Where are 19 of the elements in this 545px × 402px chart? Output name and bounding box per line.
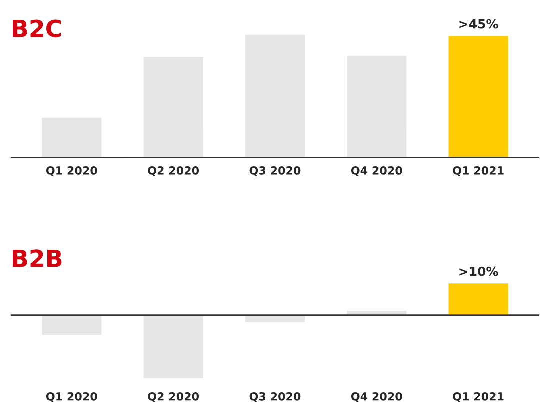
x-tick-label: Q1 2021 bbox=[453, 392, 504, 402]
bar bbox=[244, 33, 306, 158]
bar bbox=[40, 116, 104, 158]
chart-title: B2B bbox=[13, 250, 62, 268]
x-tick-label: Q1 2021 bbox=[453, 166, 504, 176]
bar bbox=[447, 34, 510, 158]
x-tick-label: Q1 2020 bbox=[46, 392, 98, 402]
annotation: >45% bbox=[460, 19, 498, 29]
x-tick-label: Q3 2020 bbox=[250, 166, 301, 176]
bar bbox=[142, 56, 205, 158]
annotation: >10% bbox=[460, 266, 498, 276]
x-tick-label: Q2 2020 bbox=[148, 166, 200, 176]
chart-title: B2C bbox=[13, 20, 62, 38]
x-tick-label: Q4 2020 bbox=[351, 166, 402, 176]
x-tick-label: Q2 2020 bbox=[148, 392, 200, 402]
x-tick-label: Q1 2020 bbox=[46, 166, 98, 176]
x-tick-label: Q4 2020 bbox=[351, 392, 402, 402]
x-tick-label: Q3 2020 bbox=[250, 392, 301, 402]
bar bbox=[346, 54, 408, 158]
